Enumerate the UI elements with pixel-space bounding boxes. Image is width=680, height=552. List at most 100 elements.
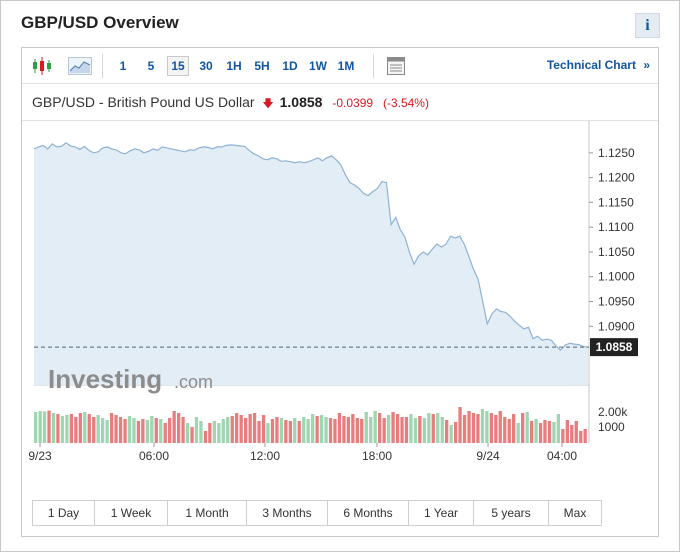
volume-bar — [297, 421, 301, 443]
y-tick-label: 1.0950 — [598, 295, 635, 309]
volume-bar — [382, 418, 386, 443]
interval-5h[interactable]: 5H — [254, 59, 270, 73]
x-axis-layer: 9/23 06:00 12:00 18:00 9/24 04:00 — [28, 443, 577, 463]
volume-bar — [458, 407, 462, 443]
volume-bar — [74, 417, 78, 443]
volume-bar — [355, 418, 359, 443]
interval-15[interactable]: 15 — [167, 56, 189, 76]
toolbar-divider — [102, 54, 103, 78]
volume-bar — [556, 414, 560, 443]
volume-bar — [449, 425, 453, 443]
volume-bar — [529, 421, 534, 443]
volume-bar — [333, 419, 337, 443]
volume-bar — [565, 420, 569, 443]
y-tick-label: 1.1050 — [598, 245, 635, 259]
volume-bar — [145, 420, 149, 443]
area-chart-icon[interactable] — [68, 55, 92, 77]
volume-bar — [462, 415, 467, 443]
range-1-day[interactable]: 1 Day — [33, 501, 95, 525]
last-price-label: 1.0858 — [596, 340, 633, 354]
technical-chart-label: Technical Chart — [546, 58, 636, 72]
volume-bar — [579, 431, 583, 443]
volume-bar — [498, 411, 502, 443]
volume-bar — [547, 421, 552, 443]
volume-bar — [235, 413, 239, 443]
volume-bar — [96, 415, 100, 443]
volume-bar — [257, 421, 261, 443]
volume-bar — [413, 418, 418, 443]
watermark-suffix: .com — [174, 372, 213, 392]
volume-bar — [110, 413, 114, 443]
volume-bar — [373, 411, 377, 443]
table-view-icon[interactable] — [386, 55, 406, 77]
volume-bar — [454, 422, 458, 443]
volume-bar — [440, 417, 444, 443]
volume-bar — [378, 413, 382, 443]
interval-5[interactable]: 5 — [147, 59, 155, 73]
interval-1m[interactable]: 1M — [337, 59, 355, 73]
volume-bar — [159, 419, 163, 443]
double-chevron-right-icon: » — [643, 58, 650, 72]
volume-bar — [570, 425, 574, 443]
info-button[interactable]: i — [635, 13, 660, 38]
volume-bar — [51, 413, 56, 443]
volume-bar — [319, 415, 324, 443]
price-change-percent: (-3.54%) — [382, 96, 429, 110]
volume-bar — [226, 417, 230, 443]
technical-chart-link[interactable]: Technical Chart » — [547, 58, 650, 72]
range-1-week[interactable]: 1 Week — [95, 501, 168, 525]
volume-bar — [150, 416, 154, 443]
volume-bar — [65, 415, 69, 443]
volume-bar — [212, 421, 216, 443]
chart-toolbar: 1 5 15 30 1H 5H 1D 1W 1M Technical Chart — [22, 48, 658, 84]
volume-bar — [154, 418, 158, 443]
interval-1[interactable]: 1 — [119, 59, 127, 73]
y-axis-layer: 1.1250 1.1200 1.1150 1.1100 1.1050 1.1000 1.09… — [589, 146, 635, 333]
volume-bar — [538, 423, 543, 443]
interval-30[interactable]: 30 — [199, 59, 213, 73]
volume-bar — [92, 417, 96, 443]
volume-tick-label: 2.00k — [598, 405, 628, 419]
volume-bar — [467, 411, 471, 443]
volume-tick-label: 1000 — [598, 420, 625, 434]
volume-bar — [230, 416, 234, 443]
range-5-years[interactable]: 5 years — [474, 501, 549, 525]
volume-bar — [101, 418, 105, 443]
volume-bar — [400, 417, 404, 443]
range-3-months[interactable]: 3 Months — [247, 501, 328, 525]
range-max[interactable]: Max — [549, 501, 601, 525]
interval-1w[interactable]: 1W — [309, 59, 327, 73]
range-1-year[interactable]: 1 Year — [409, 501, 474, 525]
volume-bar — [194, 417, 199, 443]
range-6-months[interactable]: 6 Months — [328, 501, 409, 525]
volume-bar — [87, 414, 91, 443]
price-line — [33, 142, 589, 351]
volume-bar — [436, 413, 440, 443]
volume-bar — [364, 412, 368, 443]
volume-bar — [118, 417, 123, 443]
volume-bar — [69, 414, 73, 443]
volume-bar — [534, 419, 538, 443]
price-area — [34, 142, 588, 385]
price-area-layer — [33, 121, 590, 443]
candlestick-chart-icon[interactable] — [32, 55, 52, 77]
volume-bar — [239, 415, 243, 443]
y-tick-label: 1.0900 — [598, 319, 635, 333]
price-chart[interactable]: 1.1250 1.1200 1.1150 1.1100 1.1050 1.1000 1.09… — [22, 120, 658, 464]
volume-bar — [261, 415, 266, 443]
range-1-month[interactable]: 1 Month — [168, 501, 247, 525]
y-tick-label: 1.1000 — [598, 270, 635, 284]
time-range-selector: 1 Day 1 Week 1 Month 3 Months 6 Months 1… — [32, 500, 602, 526]
volume-bar — [172, 411, 176, 443]
volume-bar — [208, 423, 212, 443]
x-tick-label: 06:00 — [139, 449, 169, 463]
interval-1d[interactable]: 1D — [282, 59, 298, 73]
volume-bar — [275, 417, 279, 443]
volume-bar — [185, 423, 190, 443]
volume-bar — [445, 420, 449, 443]
volume-bar — [521, 413, 525, 443]
volume-bar — [507, 419, 511, 443]
interval-1h[interactable]: 1H — [226, 59, 242, 73]
volume-bar — [123, 419, 127, 443]
volume-bar — [293, 418, 297, 443]
